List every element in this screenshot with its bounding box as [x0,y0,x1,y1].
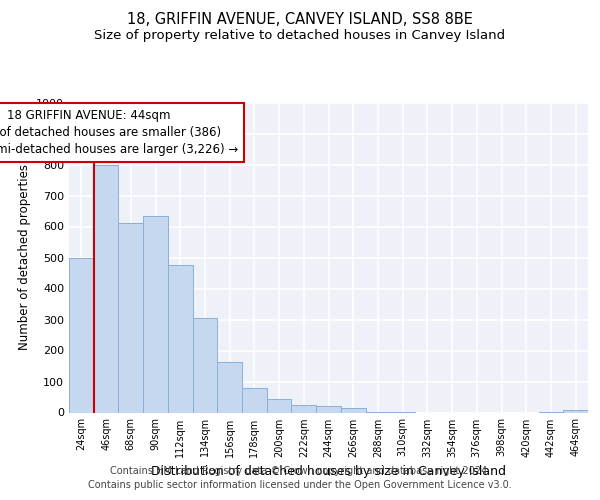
X-axis label: Distribution of detached houses by size in Canvey Island: Distribution of detached houses by size … [151,465,506,478]
Bar [563,410,588,412]
Text: Size of property relative to detached houses in Canvey Island: Size of property relative to detached ho… [94,29,506,42]
Bar [193,318,217,412]
Bar [267,399,292,412]
Text: 18 GRIFFIN AVENUE: 44sqm
← 11% of detached houses are smaller (386)
89% of semi-: 18 GRIFFIN AVENUE: 44sqm ← 11% of detach… [0,108,238,156]
Bar [94,164,118,412]
Bar [316,406,341,412]
Bar [341,408,365,412]
Text: Contains public sector information licensed under the Open Government Licence v3: Contains public sector information licen… [88,480,512,490]
Y-axis label: Number of detached properties: Number of detached properties [17,164,31,350]
Bar [118,224,143,412]
Bar [168,265,193,412]
Text: Contains HM Land Registry data © Crown copyright and database right 2024.: Contains HM Land Registry data © Crown c… [110,466,490,476]
Bar [292,405,316,412]
Bar [69,258,94,412]
Bar [143,216,168,412]
Bar [242,388,267,412]
Bar [217,362,242,412]
Text: 18, GRIFFIN AVENUE, CANVEY ISLAND, SS8 8BE: 18, GRIFFIN AVENUE, CANVEY ISLAND, SS8 8… [127,12,473,28]
